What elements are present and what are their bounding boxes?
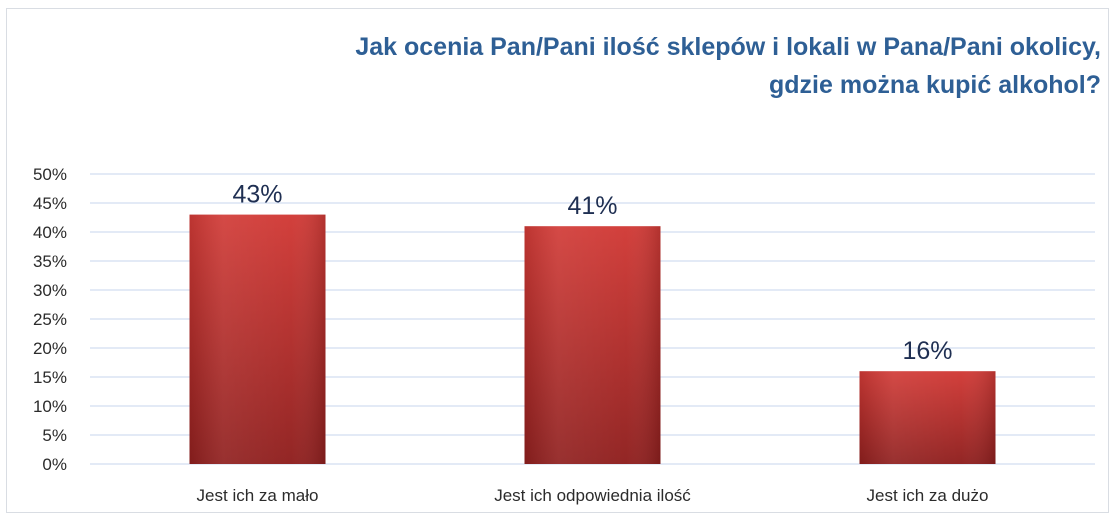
chart-title-line-2: gdzie można kupić alkohol? bbox=[769, 71, 1101, 99]
x-axis-categories: Jest ich za mało Jest ich odpowiednia ilo… bbox=[197, 486, 989, 505]
category-label: Jest ich odpowiednia ilość bbox=[494, 486, 691, 505]
y-axis-ticks: 0% 5% 10% 15% 20% 25% 30% 35% 40% 45% 50% bbox=[33, 165, 67, 474]
data-label: 41% bbox=[567, 192, 617, 220]
data-label: 43% bbox=[232, 181, 282, 209]
chart-title: Jak ocenia Pan/Pani ilość sklepów i loka… bbox=[221, 28, 1101, 104]
y-tick-label: 15% bbox=[33, 368, 67, 387]
chart-title-line-1: Jak ocenia Pan/Pani ilość sklepów i loka… bbox=[355, 33, 1101, 61]
y-tick-label: 45% bbox=[33, 194, 67, 213]
y-tick-label: 25% bbox=[33, 310, 67, 329]
bar-shading bbox=[859, 371, 996, 464]
y-tick-label: 0% bbox=[42, 455, 67, 474]
bar-group bbox=[524, 226, 661, 464]
y-tick-label: 10% bbox=[33, 397, 67, 416]
bars bbox=[189, 214, 996, 464]
y-tick-label: 40% bbox=[33, 223, 67, 242]
data-label: 16% bbox=[902, 337, 952, 365]
category-label: Jest ich za mało bbox=[197, 486, 319, 505]
y-tick-label: 50% bbox=[33, 165, 67, 184]
bar-shading bbox=[189, 214, 326, 464]
category-label: Jest ich za dużo bbox=[867, 486, 989, 505]
data-labels: 43% 41% 16% bbox=[232, 181, 952, 366]
bar-shading bbox=[524, 226, 661, 464]
y-tick-label: 20% bbox=[33, 339, 67, 358]
bar-group bbox=[859, 371, 996, 464]
bar-group bbox=[189, 214, 326, 464]
y-tick-label: 35% bbox=[33, 252, 67, 271]
y-tick-label: 30% bbox=[33, 281, 67, 300]
y-tick-label: 5% bbox=[42, 426, 67, 445]
